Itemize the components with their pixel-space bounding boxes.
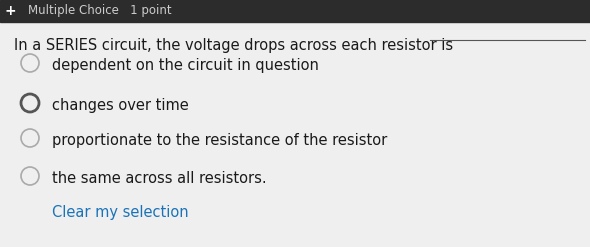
Text: Multiple Choice   1 point: Multiple Choice 1 point	[28, 4, 172, 18]
Bar	[0, 0, 590, 22]
Text: the same across all resistors.: the same across all resistors.	[52, 171, 267, 186]
Text: dependent on the circuit in question: dependent on the circuit in question	[52, 58, 319, 73]
Text: proportionate to the resistance of the resistor: proportionate to the resistance of the r…	[52, 133, 387, 148]
Text: +: +	[4, 4, 15, 18]
Text: changes over time: changes over time	[52, 98, 189, 113]
Text: Clear my selection: Clear my selection	[52, 205, 189, 220]
Text: In a SERIES circuit, the voltage drops across each resistor is: In a SERIES circuit, the voltage drops a…	[14, 38, 453, 53]
